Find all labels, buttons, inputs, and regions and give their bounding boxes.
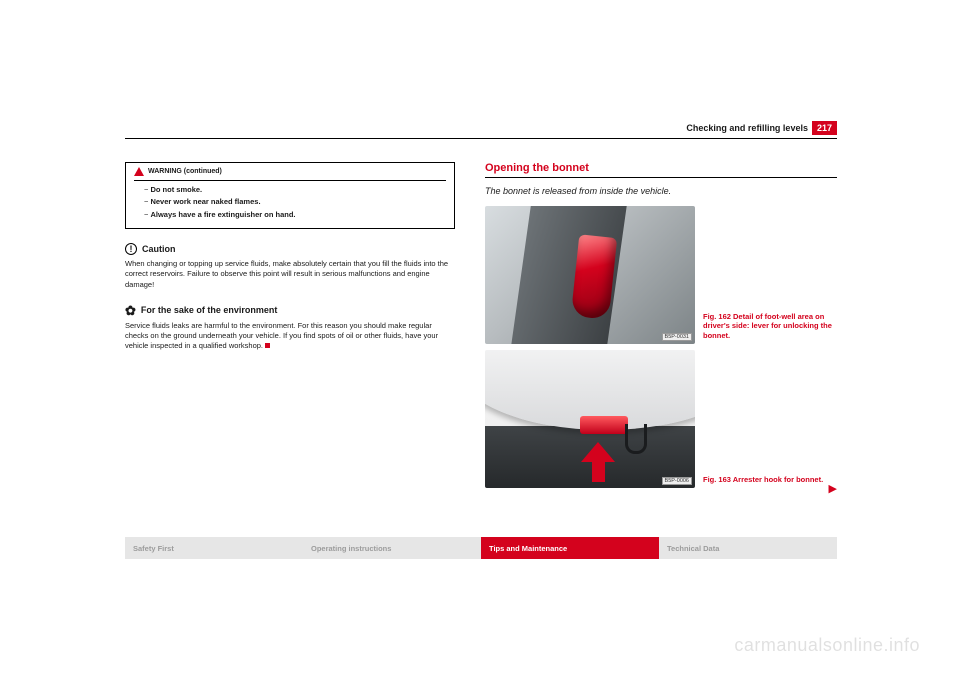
warning-box-title: WARNING (continued) xyxy=(148,167,222,177)
right-column: Opening the bonnet The bonnet is release… xyxy=(485,162,837,495)
footer-tabs: Safety First Operating instructions Tips… xyxy=(125,537,837,559)
end-square-icon xyxy=(265,343,270,348)
environment-heading: ✿ For the sake of the environment xyxy=(125,304,455,317)
watermark: carmanualsonline.info xyxy=(734,635,920,656)
warning-item: Never work near naked flames. xyxy=(144,197,446,208)
caution-body: When changing or topping up service flui… xyxy=(125,259,455,289)
footer-tab-technical: Technical Data xyxy=(659,537,837,559)
figure-162-tag: B5P-0031 xyxy=(662,333,692,341)
page-number: 217 xyxy=(812,121,837,135)
up-arrow-icon xyxy=(581,442,615,482)
warning-box: WARNING (continued) Do not smoke. Never … xyxy=(125,162,455,229)
environment-section: ✿ For the sake of the environment Servic… xyxy=(125,304,455,351)
section-title: Checking and refilling levels xyxy=(686,123,808,133)
caution-heading: ! Caution xyxy=(125,243,455,255)
environment-body: Service fluids leaks are harmful to the … xyxy=(125,321,455,351)
header-rule xyxy=(125,138,837,139)
figure-163-row: B5P-0006 Fig. 163 Arrester hook for bonn… xyxy=(485,350,837,488)
warning-triangle-icon xyxy=(134,167,144,176)
figure-162-row: B5P-0031 Fig. 162 Detail of foot-well ar… xyxy=(485,206,837,344)
warning-item: Always have a fire extinguisher on hand. xyxy=(144,210,446,221)
footer-tab-safety: Safety First xyxy=(125,537,303,559)
caution-section: ! Caution When changing or topping up se… xyxy=(125,243,455,289)
right-heading: Opening the bonnet xyxy=(485,162,837,178)
page-content: Checking and refilling levels 217 WARNIN… xyxy=(125,120,837,580)
figure-162-caption: Fig. 162 Detail of foot-well area on dri… xyxy=(703,312,833,344)
left-column: WARNING (continued) Do not smoke. Never … xyxy=(125,162,455,351)
right-subheading: The bonnet is released from inside the v… xyxy=(485,186,837,196)
running-header: Checking and refilling levels 217 xyxy=(686,120,837,136)
caution-title: Caution xyxy=(142,244,176,254)
figure-163-image: B5P-0006 xyxy=(485,350,695,488)
warning-box-header: WARNING (continued) xyxy=(134,167,446,181)
figure-163-tag: B5P-0006 xyxy=(662,477,692,485)
environment-title: For the sake of the environment xyxy=(141,305,278,315)
warning-list: Do not smoke. Never work near naked flam… xyxy=(134,185,446,221)
environment-icon: ✿ xyxy=(125,304,136,317)
caution-icon: ! xyxy=(125,243,137,255)
warning-item: Do not smoke. xyxy=(144,185,446,196)
figure-163-caption: Fig. 163 Arrester hook for bonnet. xyxy=(703,475,833,488)
figure-162-image: B5P-0031 xyxy=(485,206,695,344)
footer-tab-tips: Tips and Maintenance xyxy=(481,537,659,559)
footer-tab-operating: Operating instructions xyxy=(303,537,481,559)
